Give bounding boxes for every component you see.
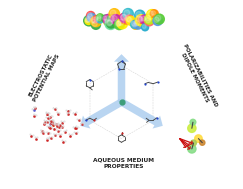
Circle shape: [137, 16, 143, 22]
FancyArrow shape: [114, 54, 129, 102]
Circle shape: [132, 23, 137, 27]
Circle shape: [142, 25, 146, 29]
Circle shape: [125, 15, 134, 25]
Circle shape: [136, 12, 141, 17]
Circle shape: [135, 10, 145, 20]
Circle shape: [91, 19, 95, 23]
Circle shape: [150, 10, 158, 18]
Text: ELECTROSTATIC
POTENTIAL MAPS: ELECTROSTATIC POTENTIAL MAPS: [27, 51, 61, 103]
Circle shape: [104, 18, 111, 25]
Circle shape: [191, 140, 196, 146]
Circle shape: [87, 12, 92, 17]
Circle shape: [115, 21, 121, 26]
Circle shape: [91, 20, 101, 29]
Circle shape: [148, 11, 153, 16]
Circle shape: [120, 13, 129, 22]
Circle shape: [109, 9, 120, 19]
Circle shape: [133, 19, 143, 29]
Circle shape: [103, 14, 113, 25]
Circle shape: [104, 16, 110, 21]
Circle shape: [195, 135, 202, 142]
Circle shape: [96, 16, 104, 23]
Circle shape: [127, 17, 132, 22]
Circle shape: [132, 22, 139, 29]
Circle shape: [114, 20, 124, 30]
Circle shape: [144, 14, 154, 24]
Circle shape: [85, 18, 92, 25]
Circle shape: [111, 15, 121, 24]
Circle shape: [121, 14, 127, 20]
Circle shape: [138, 17, 142, 21]
FancyArrow shape: [80, 99, 123, 129]
Circle shape: [188, 124, 196, 132]
Circle shape: [102, 15, 109, 22]
Circle shape: [106, 20, 112, 26]
Circle shape: [97, 15, 101, 19]
Circle shape: [97, 17, 101, 21]
Circle shape: [107, 15, 118, 26]
Circle shape: [126, 16, 135, 25]
Circle shape: [138, 16, 145, 23]
Circle shape: [110, 10, 116, 16]
Circle shape: [141, 24, 149, 31]
Circle shape: [106, 19, 116, 28]
Circle shape: [87, 13, 95, 22]
Circle shape: [188, 145, 196, 153]
Circle shape: [120, 13, 130, 24]
Circle shape: [96, 14, 104, 21]
FancyArrow shape: [120, 99, 163, 129]
Circle shape: [92, 21, 97, 26]
Circle shape: [88, 14, 93, 19]
Circle shape: [116, 21, 121, 26]
Circle shape: [90, 18, 97, 26]
Circle shape: [117, 18, 128, 29]
Circle shape: [107, 20, 113, 25]
Circle shape: [92, 17, 97, 23]
Circle shape: [104, 19, 108, 23]
Circle shape: [126, 16, 131, 22]
Circle shape: [141, 16, 146, 21]
Circle shape: [105, 18, 116, 29]
Circle shape: [154, 14, 164, 24]
Circle shape: [112, 16, 117, 21]
Circle shape: [123, 9, 133, 19]
Circle shape: [200, 140, 205, 145]
Circle shape: [135, 15, 147, 26]
Circle shape: [108, 16, 114, 22]
Circle shape: [151, 11, 156, 15]
Circle shape: [154, 17, 159, 22]
Text: AQUEOUS MEDIUM
PROPERTIES: AQUEOUS MEDIUM PROPERTIES: [93, 157, 154, 169]
Circle shape: [155, 15, 161, 21]
Circle shape: [118, 19, 124, 25]
Circle shape: [134, 20, 139, 26]
Circle shape: [153, 16, 163, 26]
Circle shape: [140, 15, 149, 24]
Circle shape: [124, 10, 130, 16]
Circle shape: [116, 20, 124, 28]
Circle shape: [94, 16, 98, 20]
Circle shape: [86, 19, 90, 22]
Circle shape: [131, 22, 136, 26]
Circle shape: [190, 119, 196, 125]
Circle shape: [145, 16, 154, 26]
Circle shape: [85, 17, 90, 22]
Circle shape: [147, 9, 157, 20]
Circle shape: [84, 15, 94, 26]
Circle shape: [145, 16, 151, 21]
Circle shape: [146, 18, 151, 23]
Circle shape: [103, 16, 107, 20]
Circle shape: [121, 14, 126, 19]
Circle shape: [130, 21, 138, 28]
Circle shape: [87, 12, 95, 20]
Circle shape: [91, 16, 101, 27]
Circle shape: [93, 15, 100, 23]
Text: POLARIZABILITIES AND
DIPOLE MOMENTS: POLARIZABILITIES AND DIPOLE MOMENTS: [177, 43, 218, 110]
